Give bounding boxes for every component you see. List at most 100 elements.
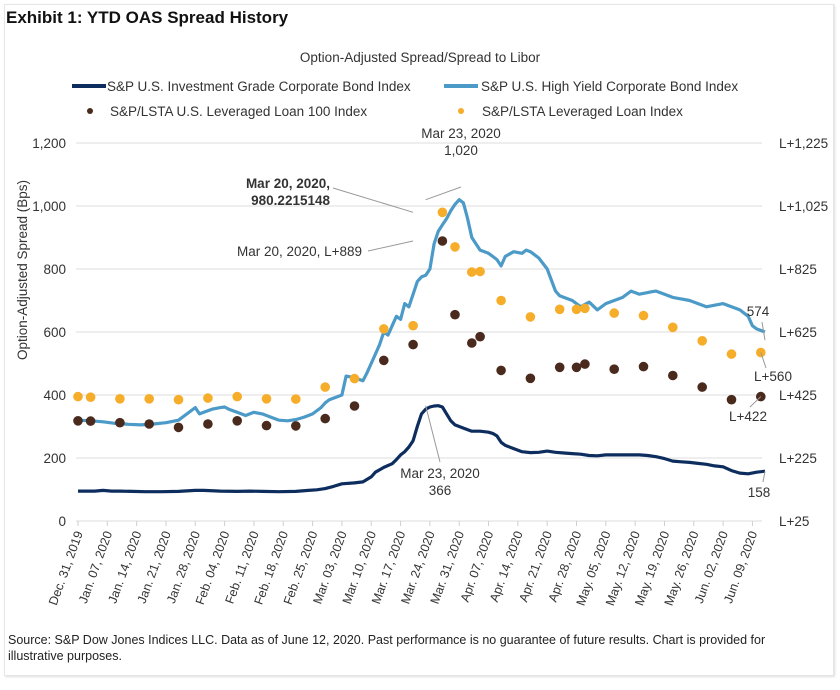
legend-label-ll100: S&P/LSTA U.S. Leveraged Loan 100 Index xyxy=(110,104,367,119)
annotation-label: Mar 23, 2020 xyxy=(400,466,480,481)
lli-point xyxy=(496,295,506,306)
lli-point xyxy=(450,242,460,252)
legend-item-ig[interactable]: S&P U.S. Investment Grade Corporate Bond… xyxy=(72,79,411,94)
annotation-label: Mar 23, 2020 xyxy=(421,126,501,141)
lli-point xyxy=(580,303,590,314)
ig-index-line xyxy=(78,404,766,494)
y-tick-label: 0 xyxy=(58,514,66,529)
ll100-point xyxy=(580,359,590,369)
y2-tick-label: L+1,225 xyxy=(779,136,828,151)
lli-point xyxy=(349,373,360,384)
y2-tick-label: L+625 xyxy=(779,325,817,340)
ll100-point xyxy=(475,331,485,342)
ll100-point xyxy=(408,339,418,350)
ll100-point xyxy=(496,365,506,376)
annotation-leader xyxy=(332,187,414,213)
lli-point xyxy=(291,394,301,404)
legend-label-ig: S&P U.S. Investment Grade Corporate Bond… xyxy=(107,79,411,94)
y-axis-label: Option-Adjusted Spread (Bps) xyxy=(15,180,30,360)
annotation-label: Mar 20, 2020, L+889 xyxy=(237,244,362,259)
lli-point xyxy=(144,394,154,404)
y-tick-label: 600 xyxy=(43,325,66,340)
legend-label-lli: S&P/LSTA Leveraged Loan Index xyxy=(482,104,683,119)
legend: S&P U.S. Investment Grade Corporate Bond… xyxy=(72,79,738,119)
ll100-point xyxy=(320,413,331,424)
y2-tick-label: L+825 xyxy=(779,262,817,277)
ll100-point xyxy=(571,362,582,373)
annotation-leader xyxy=(425,405,441,463)
chart-frame xyxy=(4,4,834,676)
annotation-leader xyxy=(367,240,414,252)
lli-point xyxy=(726,349,737,359)
lli-point xyxy=(173,394,184,405)
lli-point xyxy=(437,207,448,218)
annotation-label: L+422 xyxy=(729,409,767,424)
ll100-point xyxy=(554,362,565,373)
y-tick-label: 800 xyxy=(43,262,66,277)
ll100-point xyxy=(668,370,678,381)
ll100-point xyxy=(85,416,96,426)
y-tick-label: 1,000 xyxy=(32,199,66,214)
ll100-point xyxy=(525,373,536,384)
lli-point xyxy=(467,267,477,277)
y2-tick-label: L+225 xyxy=(779,451,817,466)
lli-point xyxy=(408,320,418,331)
ll100-point xyxy=(203,419,213,429)
ll100-point xyxy=(437,236,448,246)
annotation-leader xyxy=(760,352,767,369)
ll100-point xyxy=(379,355,389,366)
y-axis-ticks: 0 200 400 600 800 1,000 1,200 xyxy=(32,136,66,529)
lli-point xyxy=(571,304,582,315)
ll100-point xyxy=(609,364,619,375)
lli-point xyxy=(475,266,485,277)
ll100-point xyxy=(115,417,125,428)
gridlines xyxy=(76,142,762,522)
ll100-point xyxy=(73,416,83,426)
annotation-leader xyxy=(749,396,762,408)
chart-title: Option-Adjusted Spread/Spread to Libor xyxy=(300,50,541,65)
ll100-point xyxy=(467,338,477,348)
annotation-label: Mar 20, 2020, xyxy=(246,176,330,191)
ll100-point xyxy=(173,422,184,433)
ll100-point xyxy=(349,401,360,411)
y-tick-label: 400 xyxy=(43,388,66,403)
annotation-label: 1,020 xyxy=(444,143,478,158)
lli-point xyxy=(525,312,536,322)
legend-item-hy[interactable]: S&P U.S. High Yield Corporate Bond Index xyxy=(444,79,738,94)
legend-swatch-ll100 xyxy=(87,108,93,114)
ll100-point xyxy=(261,420,272,431)
y2-tick-label: L+25 xyxy=(779,514,809,529)
annotation-label: 574 xyxy=(747,304,770,319)
lli-point xyxy=(668,322,678,333)
annotation-label: 158 xyxy=(748,485,771,500)
ll100-point xyxy=(726,394,737,405)
hy-index-line xyxy=(77,198,766,427)
y-tick-label: 1,200 xyxy=(32,136,66,151)
lli-point xyxy=(320,382,331,392)
legend-label-hy: S&P U.S. High Yield Corporate Bond Index xyxy=(481,79,738,94)
ll100-point xyxy=(232,416,242,426)
annotation-label: 980.2215148 xyxy=(251,193,330,208)
y2-tick-label: L+425 xyxy=(779,388,817,403)
annotations-layer: Mar 20, 2020, 980.2215148 Mar 23, 2020 1,02… xyxy=(237,126,792,500)
annotation-leader xyxy=(762,471,766,483)
ll100-point xyxy=(144,419,154,429)
y-tick-label: 200 xyxy=(43,451,66,466)
y2-axis-ticks: L+25 L+225 L+425 L+625 L+825 L+1,025 L+1,225 xyxy=(779,136,828,529)
legend-item-ll100[interactable]: S&P/LSTA U.S. Leveraged Loan 100 Index xyxy=(87,104,367,119)
lli-point xyxy=(203,393,213,403)
lli-point xyxy=(609,308,619,318)
ll100-point xyxy=(450,309,460,320)
lli-point xyxy=(554,304,565,315)
lli-point xyxy=(232,391,242,402)
annotation-leader xyxy=(425,186,462,201)
ll100-point xyxy=(638,361,649,372)
annotation-leader xyxy=(761,321,766,341)
lli-point xyxy=(638,310,649,321)
lli-point xyxy=(261,394,272,404)
legend-item-lli[interactable]: S&P/LSTA Leveraged Loan Index xyxy=(458,104,683,119)
ll100-point xyxy=(291,421,301,431)
lli-point xyxy=(379,324,389,334)
